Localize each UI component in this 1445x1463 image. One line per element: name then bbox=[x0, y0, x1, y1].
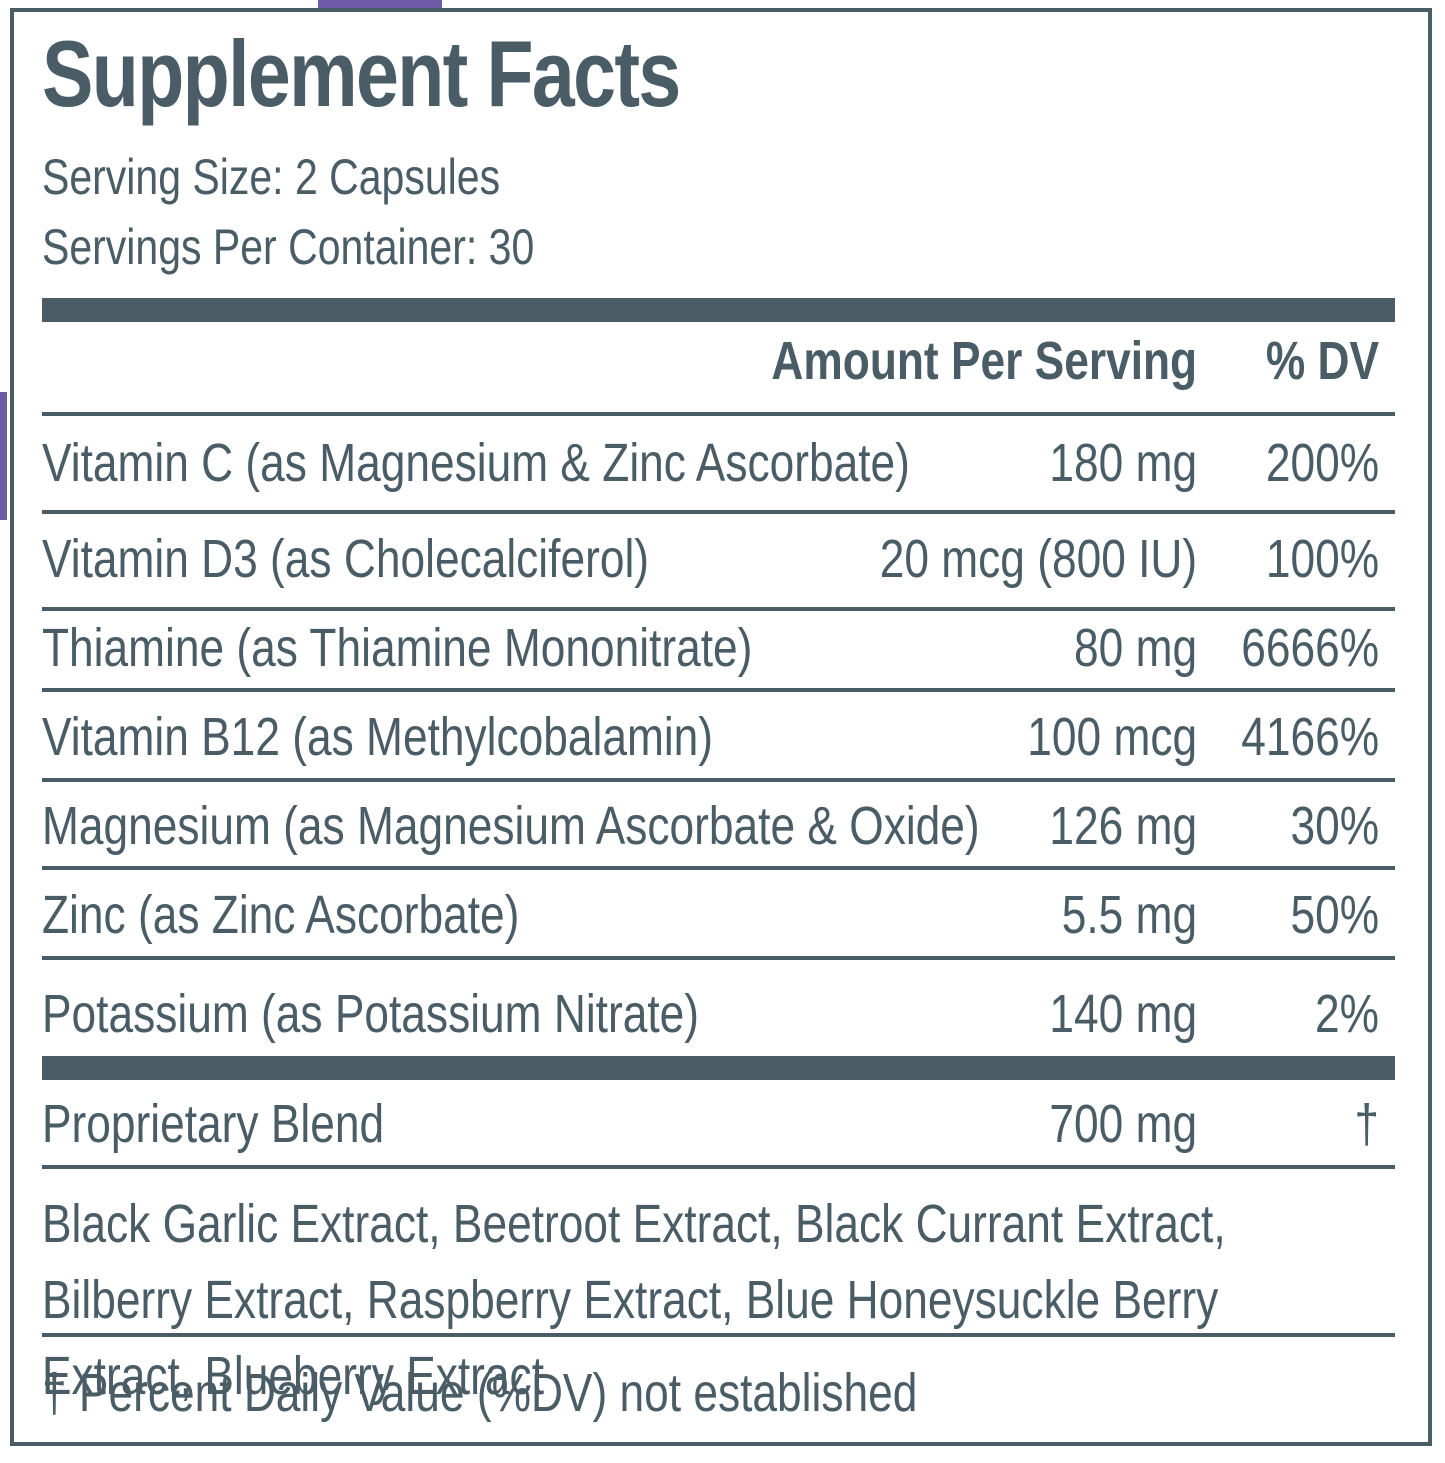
nutrient-name: Vitamin D3 (as Cholecalciferol) bbox=[42, 529, 650, 589]
row-divider bbox=[42, 607, 1395, 611]
row-divider bbox=[42, 778, 1395, 782]
dv-header: % DV bbox=[1265, 331, 1379, 391]
nutrient-name: Vitamin B12 (as Methylcobalamin) bbox=[42, 707, 714, 767]
nutrient-dv: 4166% bbox=[1241, 707, 1379, 767]
nutrient-name: Vitamin C (as Magnesium & Zinc Ascorbate… bbox=[42, 433, 910, 493]
servings-per-container: Servings Per Container: 30 bbox=[42, 219, 535, 275]
nutrient-name: Thiamine (as Thiamine Mononitrate) bbox=[42, 618, 753, 678]
nutrient-name: Magnesium (as Magnesium Ascorbate & Oxid… bbox=[42, 796, 980, 856]
thick-divider bbox=[42, 298, 1395, 322]
nutrient-row: Thiamine (as Thiamine Mononitrate) 80 mg… bbox=[42, 617, 1395, 697]
column-header-row: Amount Per Serving % DV bbox=[42, 330, 1395, 400]
nutrient-dv: 6666% bbox=[1241, 618, 1379, 678]
blend-ingredients: Black Garlic Extract, Beetroot Extract, … bbox=[42, 1194, 1226, 1406]
nutrient-dv: 100% bbox=[1265, 529, 1379, 589]
row-divider bbox=[42, 956, 1395, 960]
row-divider bbox=[42, 688, 1395, 692]
purple-accent-top bbox=[318, 0, 442, 8]
nutrient-name: Zinc (as Zinc Ascorbate) bbox=[42, 885, 520, 945]
amount-header: Amount Per Serving bbox=[771, 331, 1197, 391]
nutrient-amount: 100 mcg bbox=[1027, 707, 1197, 767]
row-divider bbox=[42, 1333, 1395, 1337]
blend-amount: 700 mg bbox=[1049, 1094, 1197, 1154]
nutrient-dv: 2% bbox=[1315, 984, 1379, 1044]
nutrient-row: Zinc (as Zinc Ascorbate) 5.5 mg 50% bbox=[42, 884, 1395, 964]
nutrient-amount: 180 mg bbox=[1049, 433, 1197, 493]
nutrient-name: Potassium (as Potassium Nitrate) bbox=[42, 984, 700, 1044]
label-title: Supplement Facts bbox=[42, 21, 681, 126]
nutrient-row: Vitamin C (as Magnesium & Zinc Ascorbate… bbox=[42, 432, 1395, 512]
purple-accent-left bbox=[0, 392, 7, 520]
blend-dv: † bbox=[1354, 1094, 1379, 1154]
thick-divider bbox=[42, 1056, 1395, 1080]
row-divider bbox=[42, 412, 1395, 416]
row-divider bbox=[42, 1165, 1395, 1169]
nutrient-dv: 30% bbox=[1290, 796, 1379, 856]
row-divider bbox=[42, 866, 1395, 870]
serving-size: Serving Size: 2 Capsules bbox=[42, 149, 501, 205]
blend-name: Proprietary Blend bbox=[42, 1094, 385, 1154]
nutrient-amount: 140 mg bbox=[1049, 984, 1197, 1044]
nutrient-row: Vitamin B12 (as Methylcobalamin) 100 mcg… bbox=[42, 706, 1395, 786]
row-divider bbox=[42, 510, 1395, 514]
nutrient-dv: 50% bbox=[1290, 885, 1379, 945]
dv-footnote: † Percent Daily Value (%DV) not establis… bbox=[42, 1363, 918, 1423]
nutrient-amount: 126 mg bbox=[1049, 796, 1197, 856]
supplement-facts-panel bbox=[10, 8, 1432, 1446]
proprietary-blend-row: Proprietary Blend 700 mg † bbox=[42, 1093, 1395, 1173]
nutrient-dv: 200% bbox=[1265, 433, 1379, 493]
nutrient-row: Magnesium (as Magnesium Ascorbate & Oxid… bbox=[42, 795, 1395, 875]
nutrient-amount: 20 mcg (800 IU) bbox=[879, 529, 1197, 589]
nutrient-row: Vitamin D3 (as Cholecalciferol) 20 mcg (… bbox=[42, 528, 1395, 608]
nutrient-amount: 5.5 mg bbox=[1061, 885, 1197, 945]
nutrient-row: Potassium (as Potassium Nitrate) 140 mg … bbox=[42, 983, 1395, 1063]
nutrient-amount: 80 mg bbox=[1073, 618, 1197, 678]
